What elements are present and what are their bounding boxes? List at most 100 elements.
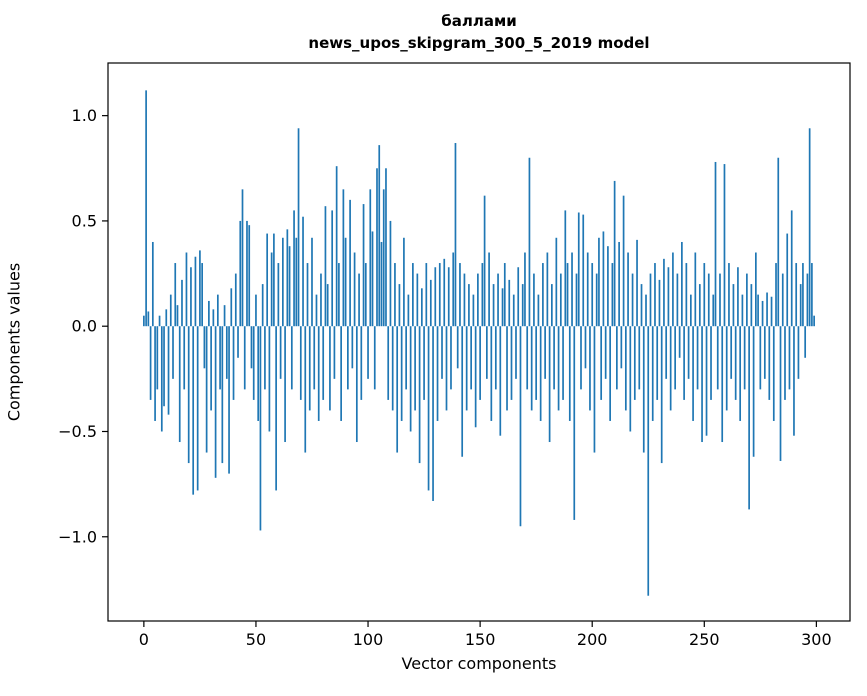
bar bbox=[427, 326, 430, 491]
bar bbox=[266, 233, 269, 327]
bar bbox=[185, 252, 188, 327]
bar bbox=[335, 166, 338, 327]
chart-subtitle-model: news_upos_skipgram_300_5_2019 model bbox=[308, 34, 650, 52]
bar bbox=[490, 326, 493, 421]
bar bbox=[385, 168, 387, 327]
bar bbox=[555, 237, 558, 327]
bar bbox=[640, 284, 643, 327]
bar bbox=[434, 267, 437, 327]
bar bbox=[654, 263, 656, 327]
bar bbox=[360, 326, 363, 400]
bar bbox=[463, 273, 466, 327]
bar bbox=[143, 315, 145, 327]
bar bbox=[472, 294, 475, 327]
bar bbox=[781, 273, 784, 327]
x-tick-label: 200 bbox=[577, 630, 608, 649]
bar bbox=[190, 267, 192, 327]
bar bbox=[420, 288, 423, 327]
bar bbox=[811, 263, 813, 327]
bar bbox=[219, 326, 221, 390]
bar bbox=[741, 294, 744, 327]
bar bbox=[151, 241, 154, 327]
bar bbox=[506, 326, 508, 411]
bar bbox=[192, 326, 195, 495]
bar bbox=[759, 326, 762, 390]
bar bbox=[174, 263, 177, 327]
bar bbox=[748, 326, 750, 510]
bar bbox=[676, 273, 679, 327]
bar bbox=[656, 326, 659, 400]
bar bbox=[672, 252, 674, 327]
bar bbox=[201, 263, 203, 327]
bar bbox=[636, 239, 638, 327]
bar bbox=[320, 273, 322, 327]
bar bbox=[252, 326, 255, 400]
bar bbox=[692, 326, 694, 421]
bar bbox=[477, 273, 479, 327]
bar bbox=[512, 294, 515, 327]
bar bbox=[710, 326, 712, 400]
bar bbox=[566, 263, 569, 327]
bar bbox=[624, 326, 627, 411]
bar bbox=[275, 326, 277, 491]
bar bbox=[600, 326, 603, 400]
bar bbox=[768, 326, 771, 400]
bar bbox=[228, 326, 230, 474]
x-tick-label: 50 bbox=[246, 630, 266, 649]
bar bbox=[492, 284, 495, 327]
bar bbox=[183, 326, 186, 390]
bar bbox=[604, 326, 607, 379]
bar bbox=[315, 294, 318, 327]
bar bbox=[501, 288, 504, 327]
bar bbox=[575, 273, 578, 327]
bar bbox=[689, 294, 692, 327]
bar bbox=[338, 263, 340, 327]
bar bbox=[358, 273, 360, 327]
bar bbox=[752, 326, 755, 457]
bar bbox=[766, 292, 768, 327]
bar bbox=[631, 273, 634, 327]
x-tick-label: 0 bbox=[139, 630, 149, 649]
bar bbox=[790, 210, 793, 327]
bar bbox=[297, 128, 300, 327]
bar bbox=[533, 273, 535, 327]
bar bbox=[486, 326, 488, 379]
bar bbox=[304, 326, 307, 453]
chart-title: баллами bbox=[441, 12, 517, 30]
bar bbox=[629, 326, 632, 432]
bar bbox=[542, 263, 544, 327]
x-tick-label: 100 bbox=[353, 630, 384, 649]
bar bbox=[474, 326, 477, 428]
bar bbox=[382, 189, 385, 327]
y-tick-label: 0.0 bbox=[72, 317, 97, 336]
bar bbox=[557, 326, 560, 411]
bar bbox=[286, 229, 289, 327]
bar bbox=[802, 263, 804, 327]
bar bbox=[582, 214, 585, 327]
bar bbox=[548, 326, 551, 443]
bar bbox=[784, 326, 786, 400]
bar bbox=[546, 252, 549, 327]
bar bbox=[416, 273, 419, 327]
bar bbox=[573, 326, 576, 520]
bar bbox=[757, 294, 759, 327]
bar bbox=[279, 326, 282, 379]
bar bbox=[755, 252, 757, 327]
bar bbox=[607, 246, 609, 327]
bar bbox=[147, 311, 150, 327]
bar bbox=[313, 326, 316, 390]
bar bbox=[371, 231, 374, 327]
bar bbox=[380, 241, 383, 327]
bar bbox=[243, 326, 246, 390]
bar bbox=[665, 326, 668, 379]
bar bbox=[517, 267, 520, 327]
bar bbox=[456, 326, 459, 369]
x-tick-label: 150 bbox=[465, 630, 496, 649]
bar bbox=[553, 326, 555, 390]
bar bbox=[591, 263, 594, 327]
bar bbox=[432, 326, 434, 501]
bar bbox=[568, 326, 571, 421]
bar bbox=[611, 263, 614, 327]
